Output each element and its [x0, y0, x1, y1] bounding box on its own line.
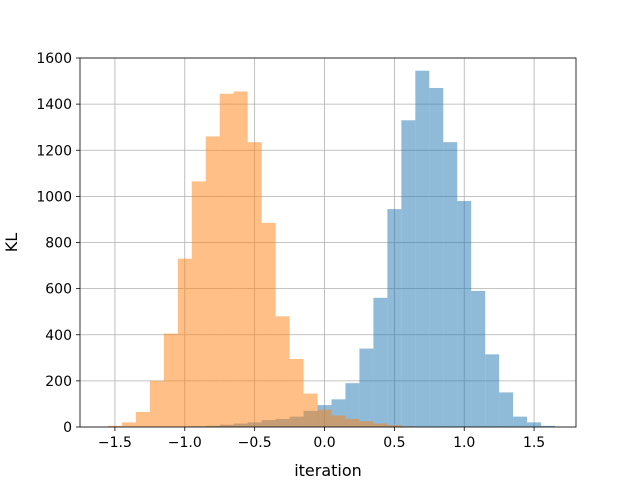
grid	[80, 57, 576, 428]
histogram-bars	[107, 70, 556, 428]
x-tick-label: 0.5	[383, 435, 405, 451]
histogram-bar	[247, 142, 262, 427]
x-tick-label: 1.0	[453, 435, 475, 451]
histogram-bar	[177, 258, 192, 427]
histogram-bar	[149, 380, 164, 427]
x-tick-label: 1.5	[523, 435, 545, 451]
histogram-bar	[205, 136, 220, 427]
histogram-bar	[289, 358, 304, 427]
histogram-bar	[471, 290, 486, 427]
histogram-bar	[401, 120, 416, 428]
y-tick-label: 200	[45, 374, 72, 390]
histogram-bar	[303, 393, 318, 427]
histogram-bar	[499, 392, 514, 427]
histogram-bar	[359, 421, 374, 427]
y-tick-label: 600	[45, 282, 72, 298]
y-tick-label: 0	[63, 420, 72, 436]
histogram-bar	[485, 354, 500, 427]
y-tick-label: 800	[45, 236, 72, 252]
axis-ticks: −1.5 −1.0 −0.5 0.0 0.5 1.0 1.5 0 200 400 600 800 100…	[36, 51, 545, 451]
histogram-bar	[457, 200, 472, 427]
histogram-bar	[163, 333, 178, 427]
histogram-bar	[373, 297, 388, 427]
histogram-bar	[359, 348, 374, 427]
y-tick-label: 1600	[36, 51, 72, 67]
histogram-bar	[261, 222, 276, 427]
histogram-bar	[317, 409, 332, 427]
histogram-bar	[135, 412, 150, 427]
histogram-bar	[513, 416, 528, 427]
histogram-bar	[275, 316, 290, 427]
histogram-bar	[331, 415, 346, 427]
histogram-bar	[387, 425, 402, 427]
x-tick-label: −1.5	[98, 435, 132, 451]
histogram-series-1	[191, 70, 556, 428]
histogram-bar	[219, 93, 234, 427]
histogram-bar	[345, 418, 360, 427]
y-tick-label: 1400	[36, 97, 72, 113]
histogram-series-2	[107, 91, 416, 428]
histogram-bar	[541, 425, 556, 427]
x-axis-label: iteration	[294, 461, 362, 480]
histogram-bar	[429, 87, 444, 427]
histogram-bar	[443, 142, 458, 427]
y-tick-label: 1200	[36, 143, 72, 159]
histogram-bar	[415, 70, 430, 427]
histogram-bar	[345, 383, 360, 427]
y-axis-label: KL	[2, 233, 21, 252]
histogram-bar	[527, 422, 542, 427]
y-tick-label: 1000	[36, 189, 72, 205]
histogram-bar	[387, 209, 402, 427]
histogram-bar	[233, 91, 248, 428]
histogram-bar	[191, 181, 206, 427]
x-tick-label: −0.5	[238, 435, 272, 451]
y-tick-label: 400	[45, 328, 72, 344]
x-tick-label: 0.0	[313, 435, 335, 451]
x-tick-label: −1.0	[168, 435, 202, 451]
histogram-bar	[373, 423, 388, 427]
histogram-bar	[121, 422, 136, 427]
histogram-bar	[107, 425, 122, 427]
